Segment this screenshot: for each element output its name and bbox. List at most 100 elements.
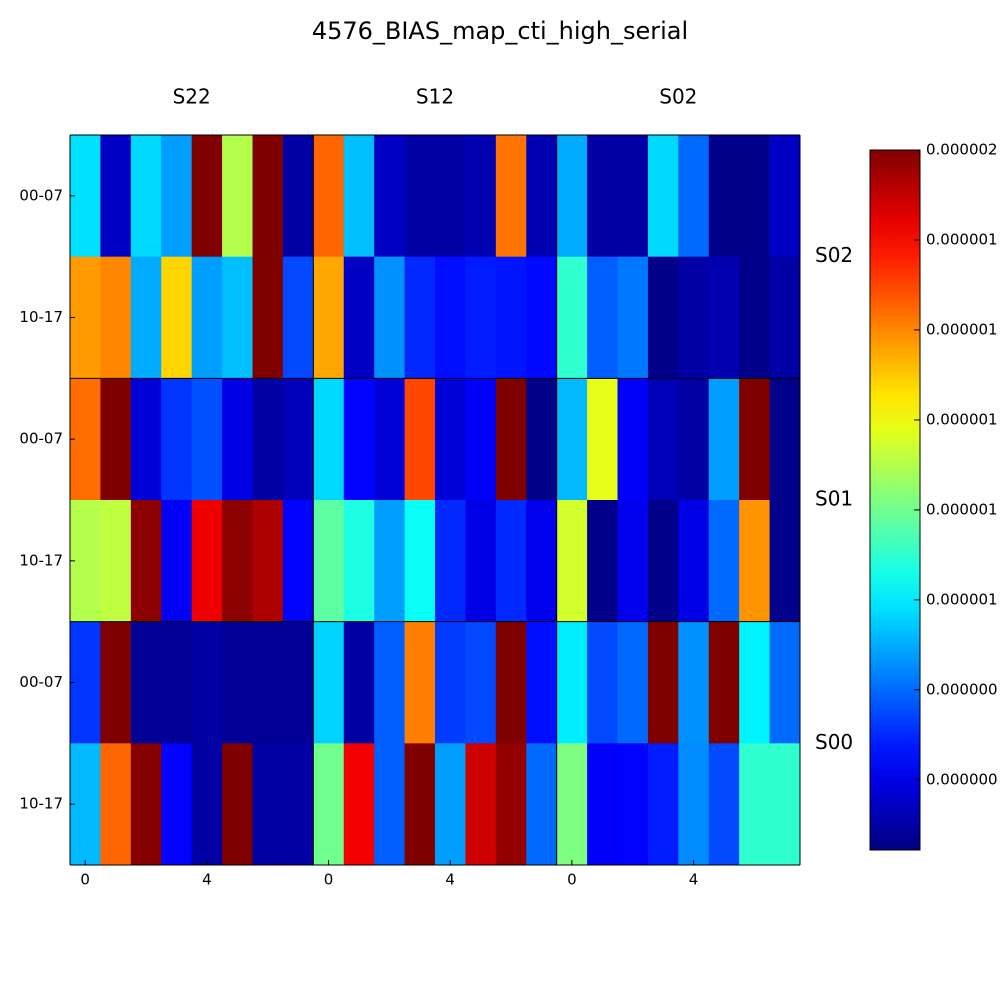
- heat-cell: [526, 256, 558, 379]
- heat-cell: [252, 378, 284, 501]
- heat-cell: [495, 743, 527, 866]
- heat-cell: [222, 378, 253, 501]
- heat-cell: [647, 500, 679, 623]
- heat-cell: [343, 500, 375, 623]
- heat-cell: [678, 135, 710, 258]
- heat-cell: [404, 135, 436, 258]
- heat-cell: [191, 135, 223, 258]
- heat-cell: [769, 256, 801, 379]
- colorbar-tick-label: 0.000000: [926, 770, 998, 788]
- heat-cell: [769, 378, 801, 501]
- heat-cell: [556, 378, 588, 501]
- heat-cell: [252, 621, 284, 744]
- heat-cell: [282, 256, 314, 379]
- heat-cell: [708, 500, 740, 623]
- heat-cell: [130, 743, 162, 866]
- heat-cell: [739, 500, 771, 623]
- heat-cell: [374, 500, 406, 623]
- heat-cell: [708, 378, 740, 501]
- heat-cell: [70, 135, 101, 258]
- heat-cell: [647, 378, 679, 501]
- heat-cell: [617, 135, 649, 258]
- heat-cell: [739, 378, 771, 501]
- colorbar-tick-label: 0.000001: [926, 320, 998, 338]
- heat-cell: [617, 743, 649, 866]
- heat-cell: [404, 256, 436, 379]
- heat-cell: [647, 256, 679, 379]
- colorbar-tick-label: 0.000000: [926, 680, 998, 698]
- heat-cell: [313, 621, 345, 744]
- heat-cell: [617, 621, 649, 744]
- heat-cell: [678, 256, 710, 379]
- heat-cell: [708, 743, 740, 866]
- heat-cell: [739, 743, 771, 866]
- heat-cell: [617, 378, 649, 501]
- heat-cell: [587, 135, 618, 258]
- heat-cell: [587, 378, 618, 501]
- heat-cell: [739, 135, 771, 258]
- heat-cell: [222, 743, 253, 866]
- heat-cell: [739, 621, 771, 744]
- x-tick-label: 4: [202, 871, 212, 889]
- heat-cell: [769, 743, 801, 866]
- heat-cell: [222, 135, 253, 258]
- heat-cell: [130, 256, 162, 379]
- heat-cell: [343, 256, 375, 379]
- y-tick-label: 00-07: [19, 186, 63, 204]
- heat-cell: [495, 500, 527, 623]
- heat-cell: [161, 256, 193, 379]
- heat-cell: [70, 256, 101, 379]
- heat-cell: [435, 743, 466, 866]
- heat-cell: [161, 378, 193, 501]
- heat-cell: [130, 500, 162, 623]
- heat-cell: [678, 378, 710, 501]
- heat-cell: [70, 743, 101, 866]
- colorbar-tick-label: 0.000001: [926, 410, 998, 428]
- chart-title: 4576_BIAS_map_cti_high_serial: [312, 17, 688, 45]
- heat-cell: [708, 135, 740, 258]
- row-panel-label: S02: [815, 243, 853, 267]
- heat-cell: [374, 743, 406, 866]
- heat-cell: [556, 743, 588, 866]
- heat-cell: [282, 500, 314, 623]
- heat-cell: [313, 378, 345, 501]
- heat-cell: [769, 135, 801, 258]
- x-tick-label: 0: [324, 871, 334, 889]
- heat-cell: [343, 135, 375, 258]
- heat-cell: [404, 378, 436, 501]
- heat-cell: [161, 621, 193, 744]
- heat-cell: [404, 500, 436, 623]
- heat-cell: [313, 256, 345, 379]
- heat-cell: [130, 135, 162, 258]
- heat-cell: [252, 135, 284, 258]
- colorbar-tick-label: 0.000001: [926, 230, 998, 248]
- heat-cell: [739, 256, 771, 379]
- heat-cell: [587, 500, 618, 623]
- heat-cell: [435, 135, 466, 258]
- heat-cell: [556, 621, 588, 744]
- x-tick-label: 4: [689, 871, 699, 889]
- colorbar: [869, 149, 921, 851]
- heat-cell: [161, 743, 193, 866]
- row-panel-label: S01: [815, 487, 853, 511]
- heat-cell: [495, 256, 527, 379]
- heat-cell: [708, 621, 740, 744]
- heat-cell: [587, 256, 618, 379]
- heat-cell: [130, 621, 162, 744]
- heat-cell: [587, 743, 618, 866]
- heat-cell: [435, 256, 466, 379]
- heat-cell: [465, 500, 497, 623]
- y-tick-label: 00-07: [19, 673, 63, 691]
- heat-cell: [647, 743, 679, 866]
- x-tick-label: 0: [567, 871, 577, 889]
- heat-cell: [161, 135, 193, 258]
- heat-cell: [708, 256, 740, 379]
- heat-cell: [282, 378, 314, 501]
- heat-cell: [191, 743, 223, 866]
- heat-cell: [526, 500, 558, 623]
- heat-cell: [313, 135, 345, 258]
- heat-cell: [161, 500, 193, 623]
- heat-cell: [282, 743, 314, 866]
- heat-cell: [678, 743, 710, 866]
